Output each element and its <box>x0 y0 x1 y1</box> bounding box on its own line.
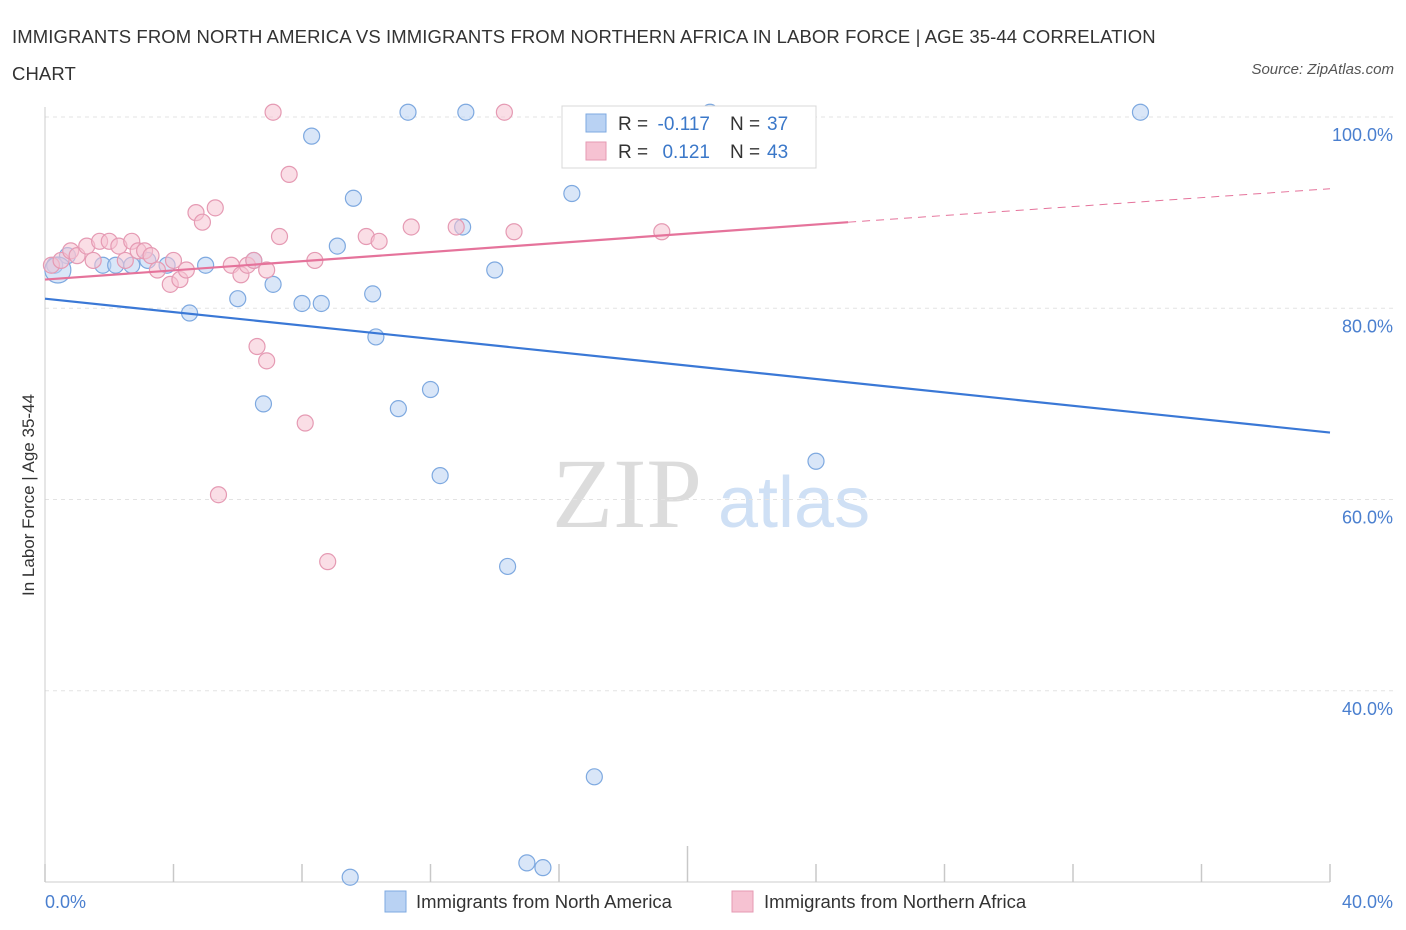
pink-point <box>209 486 228 504</box>
blue-point <box>807 452 825 470</box>
legend-n-label-blue: N = <box>730 114 760 135</box>
y-tick-label: 100.0% <box>1332 125 1393 145</box>
chart-title: IMMIGRANTS FROM NORTH AMERICA VS IMMIGRA… <box>12 26 1156 84</box>
legend-n-value-pink: 43 <box>767 142 788 163</box>
pink-trend-line <box>44 221 849 281</box>
pink-point <box>447 218 465 236</box>
pink-point <box>148 261 167 279</box>
blue-trend-line <box>44 297 1331 434</box>
legend-swatch-pink <box>585 141 607 161</box>
y-tick-labels: 100.0% 80.0% 60.0% 40.0% <box>1332 125 1393 719</box>
watermark-zip: ZIP <box>552 438 702 549</box>
blue-point <box>254 395 273 413</box>
y-axis-title: In Labor Force | Age 35-44 <box>19 394 38 596</box>
blue-point <box>534 859 552 877</box>
series-legend: Immigrants from North America Immigrants… <box>384 890 1027 913</box>
pink-point <box>206 199 224 217</box>
correlation-legend: R = -0.117 N = 37 R = 0.121 N = 43 <box>561 105 817 169</box>
pink-point <box>116 251 134 270</box>
legend-r-label-blue: R = <box>618 114 648 135</box>
legend-r-value-pink: 0.121 <box>662 142 710 163</box>
x-axis-ticks <box>44 846 1331 882</box>
pink-point <box>495 103 513 121</box>
bottom-legend-swatch-blue <box>384 890 407 913</box>
pink-point <box>258 352 276 370</box>
blue-point <box>344 189 362 207</box>
pink-point <box>319 553 337 571</box>
pink-point <box>505 223 523 241</box>
blue-point <box>293 294 311 313</box>
blue-point <box>364 285 382 303</box>
legend-r-label-pink: R = <box>618 142 648 163</box>
pink-point <box>164 251 183 270</box>
watermark-atlas: atlas <box>718 463 870 543</box>
pink-point <box>280 165 298 183</box>
trend-lines <box>44 188 1331 434</box>
pink-point <box>296 414 314 432</box>
blue-point <box>518 854 536 872</box>
bottom-legend-label-pink: Immigrants from Northern Africa <box>764 891 1027 912</box>
x-tick-label-min: 0.0% <box>45 892 86 912</box>
blue-point <box>264 275 282 293</box>
legend-r-value-blue: -0.117 <box>658 114 710 135</box>
gridlines <box>45 116 1393 692</box>
pink-point <box>270 227 289 246</box>
bottom-legend-swatch-pink <box>731 890 754 913</box>
source-note: Source: ZipAtlas.com <box>1251 61 1394 78</box>
blue-point <box>367 328 385 346</box>
blue-point <box>328 237 346 255</box>
blue-point <box>486 261 504 279</box>
legend-n-value-blue: 37 <box>767 114 788 135</box>
x-tick-label-max: 40.0% <box>1342 892 1393 912</box>
legend-n-label-pink: N = <box>730 142 760 163</box>
blue-point <box>312 294 330 313</box>
blue-point <box>229 290 247 308</box>
legend-swatch-blue <box>585 113 607 133</box>
blue-point <box>563 184 581 203</box>
pink-point <box>402 218 420 236</box>
y-tick-label: 60.0% <box>1342 508 1393 528</box>
y-tick-label: 40.0% <box>1342 699 1393 719</box>
pink-trend-extension <box>848 188 1331 223</box>
blue-point <box>399 103 417 121</box>
pink-point <box>142 247 160 265</box>
blue-point <box>431 466 449 485</box>
pink-point <box>248 337 266 356</box>
blue-point <box>1131 103 1150 121</box>
pink-point <box>258 261 276 279</box>
pink-point <box>84 251 102 270</box>
pink-point <box>653 223 671 241</box>
blue-point <box>341 868 359 886</box>
bottom-legend-label-blue: Immigrants from North America <box>416 891 673 912</box>
y-tick-label: 80.0% <box>1342 316 1393 336</box>
blue-point <box>457 103 475 121</box>
blue-point <box>499 557 517 576</box>
blue-point <box>389 400 407 418</box>
blue-point <box>197 256 215 274</box>
blue-point <box>585 768 603 786</box>
blue-point <box>303 127 321 145</box>
pink-point <box>264 103 282 121</box>
pink-point <box>193 213 212 231</box>
blue-point <box>421 380 440 399</box>
pink-point <box>370 232 388 250</box>
